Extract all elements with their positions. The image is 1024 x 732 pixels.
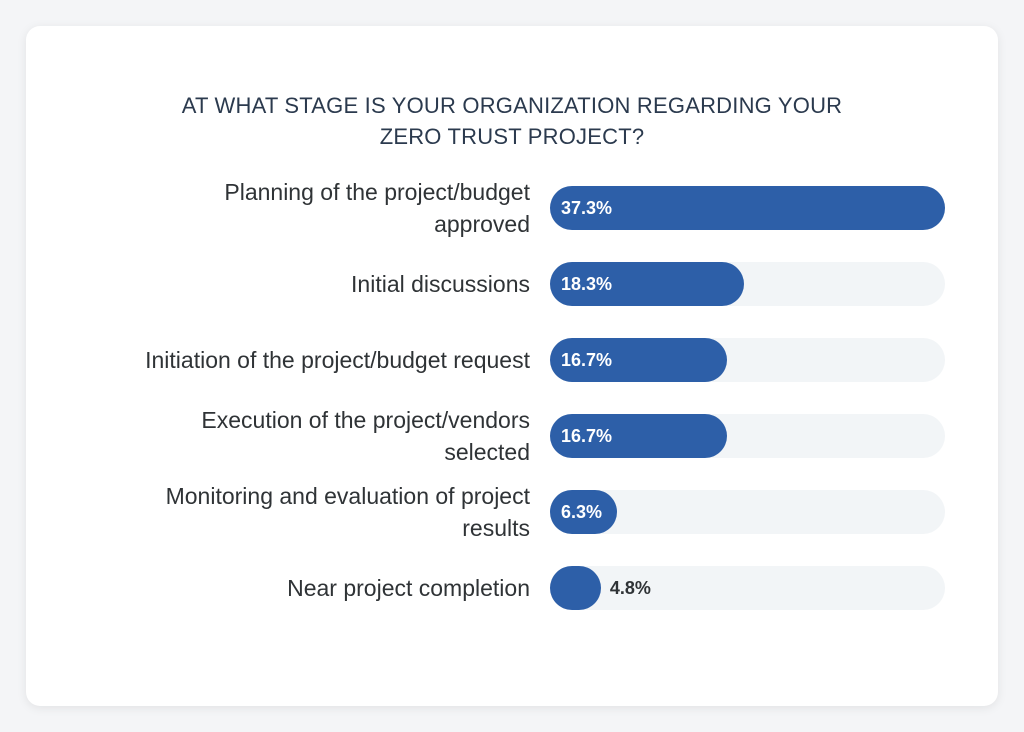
bar <box>550 490 617 534</box>
chart-card: AT WHAT STAGE IS YOUR ORGANIZATION REGAR… <box>26 26 998 706</box>
data-label: 16.7% <box>561 426 613 446</box>
bar-track: 18.3% <box>550 262 945 306</box>
data-label: 37.3% <box>561 198 613 218</box>
category-label-line: results <box>462 515 530 541</box>
chart-title-line-1: AT WHAT STAGE IS YOUR ORGANIZATION REGAR… <box>181 93 843 118</box>
bar <box>550 262 744 306</box>
category-label-line: Near project completion <box>287 575 530 601</box>
bar-track: 4.8% <box>550 566 945 610</box>
data-label: 6.3% <box>561 502 603 522</box>
category-label-line: Initial discussions <box>351 271 530 297</box>
bar-row: Monitoring and evaluation of project resu… <box>26 483 998 541</box>
bar-row: Planning of the project/budget approved 37… <box>26 179 998 237</box>
category-label: Initial discussions <box>351 268 530 300</box>
chart-title-line-2: ZERO TRUST PROJECT? <box>379 124 645 149</box>
category-label-line: approved <box>434 211 530 237</box>
category-label: Monitoring and evaluation of project resu… <box>166 480 530 544</box>
bar-track: 16.7% <box>550 414 945 458</box>
category-label-line: Execution of the project/vendors <box>201 407 530 433</box>
bar <box>550 566 601 610</box>
bar-row: Initial discussions 18.3% <box>26 262 998 306</box>
data-label: 16.7% <box>561 350 613 370</box>
bar <box>550 186 945 230</box>
data-label: 4.8% <box>609 578 651 598</box>
category-label-line: Monitoring and evaluation of project <box>165 483 530 509</box>
category-label: Execution of the project/vendors selected <box>201 404 530 468</box>
category-label: Initiation of the project/budget request <box>145 344 530 376</box>
bar-track: 6.3% <box>550 490 945 534</box>
category-label: Near project completion <box>287 572 530 604</box>
category-label-line: Planning of the project/budget <box>224 179 530 205</box>
bar <box>550 414 727 458</box>
category-label: Planning of the project/budget approved <box>224 176 530 240</box>
category-label-line: selected <box>444 439 530 465</box>
data-label: 18.3% <box>561 274 613 294</box>
bar-row: Initiation of the project/budget request… <box>26 338 998 382</box>
bar-track: 37.3% <box>550 186 945 230</box>
bar-row: Execution of the project/vendors selected… <box>26 407 998 465</box>
bar <box>550 338 727 382</box>
chart-title: AT WHAT STAGE IS YOUR ORGANIZATION REGAR… <box>26 90 998 152</box>
category-label-line: Initiation of the project/budget request <box>145 347 530 373</box>
bar-track: 16.7% <box>550 338 945 382</box>
bar-row: Near project completion 4.8% <box>26 566 998 610</box>
